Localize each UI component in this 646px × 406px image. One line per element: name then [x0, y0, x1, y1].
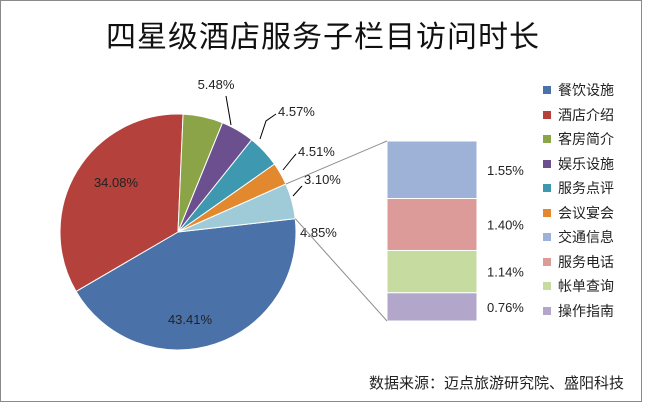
bar-segment-label: 1.14% [487, 265, 524, 280]
legend-label: 客房简介 [558, 132, 614, 149]
slice-label: 4.85% [300, 225, 337, 240]
slice-label: 5.48% [198, 77, 235, 92]
legend-item: 服务电话 [543, 250, 614, 275]
legend-swatch [543, 257, 551, 266]
source-note: 数据来源：迈点旅游研究院、盛阳科技 [368, 374, 624, 392]
legend-label: 酒店介绍 [558, 107, 614, 124]
legend-swatch [543, 184, 551, 193]
slice-label: 34.08% [94, 175, 139, 190]
legend-swatch [543, 110, 551, 119]
legend-item: 酒店介绍 [543, 103, 614, 128]
legend-swatch [543, 159, 551, 168]
legend-item: 操作指南 [543, 299, 614, 324]
bar-segment [386, 140, 478, 200]
legend-item: 会议宴会 [543, 201, 614, 226]
leader-line [292, 185, 303, 197]
legend-swatch [543, 282, 551, 291]
legend-label: 帐单查询 [558, 279, 614, 296]
connector-line [294, 218, 388, 322]
legend-swatch [543, 208, 551, 217]
legend-item: 帐单查询 [543, 274, 614, 299]
leader-line [259, 113, 277, 140]
legend-swatch [543, 306, 551, 315]
connector-line [285, 140, 388, 185]
legend-label: 会议宴会 [558, 205, 614, 222]
slice-label: 3.10% [304, 172, 341, 187]
legend-label: 服务电话 [558, 254, 614, 271]
legend-item: 娱乐设施 [543, 152, 614, 177]
legend: 餐饮设施酒店介绍客房简介娱乐设施服务点评会议宴会交通信息服务电话帐单查询操作指南 [543, 78, 614, 323]
legend-item: 客房简介 [543, 127, 614, 152]
bar-segment [386, 198, 478, 251]
legend-item: 餐饮设施 [543, 78, 614, 103]
legend-label: 服务点评 [558, 181, 614, 198]
bar-segment-label: 1.40% [487, 218, 524, 233]
legend-label: 操作指南 [558, 303, 614, 320]
pie-slice [59, 113, 184, 293]
bar-segment [386, 292, 478, 322]
leader-line [225, 95, 232, 126]
legend-label: 餐饮设施 [558, 83, 614, 100]
legend-item: 交通信息 [543, 225, 614, 250]
legend-label: 交通信息 [558, 230, 614, 247]
leader-line [282, 153, 297, 171]
legend-item: 服务点评 [543, 176, 614, 201]
legend-swatch [543, 233, 551, 242]
bar-segment [386, 249, 478, 294]
legend-swatch [543, 135, 551, 144]
legend-swatch [543, 86, 551, 95]
slice-label: 4.57% [278, 104, 315, 119]
chart-title: 四星级酒店服务子栏目访问时长 [106, 20, 540, 55]
slice-label: 43.41% [168, 312, 213, 327]
legend-label: 娱乐设施 [558, 156, 614, 173]
bar-segment-label: 1.55% [487, 163, 524, 178]
pie-slice [75, 218, 297, 351]
slice-label: 4.51% [298, 144, 335, 159]
bar-segment-label: 0.76% [487, 300, 524, 315]
